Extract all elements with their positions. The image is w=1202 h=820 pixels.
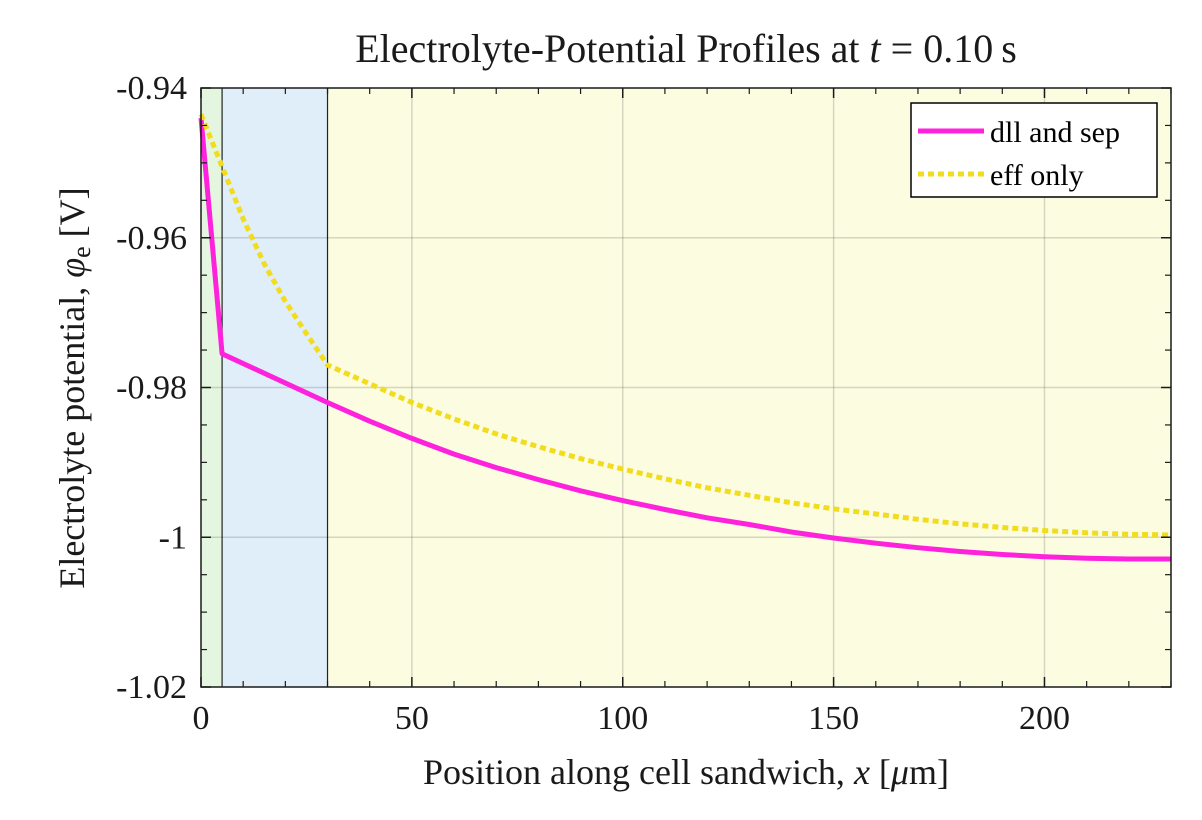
y-axis-title-unit: [V]	[52, 187, 92, 246]
y-tick-label-4: -1.02	[116, 669, 187, 706]
y-axis-title: Electrolyte potential, φe [V]	[52, 187, 96, 588]
y-axis-title-sub: e	[67, 246, 96, 258]
tick-label-layer: 0 50 100 150 200 -0.94 -0.96 -0.98 -1 -1.02	[116, 70, 1070, 737]
series-layer	[198, 113, 1172, 562]
y-axis-title-prefix: Electrolyte potential,	[52, 278, 92, 589]
y-axis-title-var: φ	[52, 258, 92, 278]
chart-title-eq: = 0.10	[881, 26, 994, 71]
series-line-dll-and-sep	[198, 117, 1171, 562]
legend: dll and sep eff only	[910, 102, 1158, 198]
series-line-eff-only	[198, 113, 1172, 538]
x-tick-label-0: 0	[193, 700, 210, 737]
x-axis-title-unit-open: [	[870, 752, 891, 792]
chart-title-prefix: Electrolyte-Potential Profiles at	[355, 26, 869, 71]
y-tick-label-1: -0.96	[116, 220, 187, 257]
chart-title-unit: s	[1001, 26, 1017, 71]
axes-layer	[200, 87, 1172, 688]
x-axis-title-unit-mu: μ	[890, 752, 909, 792]
legend-label-dll-and-sep: dll and sep	[990, 116, 1120, 149]
y-tick-label-0: -0.94	[116, 70, 187, 107]
legend-label-eff-only: eff only	[990, 159, 1084, 192]
x-tick-label-3: 150	[808, 700, 859, 737]
x-tick-label-4: 200	[1019, 700, 1070, 737]
x-axis-title: Position along cell sandwich, x [μm]	[423, 752, 949, 792]
y-tick-label-3: -1	[159, 519, 187, 556]
legend-box	[910, 102, 1158, 198]
x-tick-label-2: 100	[597, 700, 648, 737]
x-axis-title-unit-rest: m]	[909, 752, 949, 792]
x-tick-label-1: 50	[395, 700, 429, 737]
chart-title-var: t	[870, 26, 882, 71]
x-axis-title-prefix: Position along cell sandwich,	[423, 752, 854, 792]
x-axis-title-var: x	[853, 752, 870, 792]
region-band-1	[222, 88, 328, 687]
chart-title: Electrolyte-Potential Profiles at t = 0.…	[355, 26, 1017, 71]
y-tick-label-2: -0.98	[116, 370, 187, 407]
